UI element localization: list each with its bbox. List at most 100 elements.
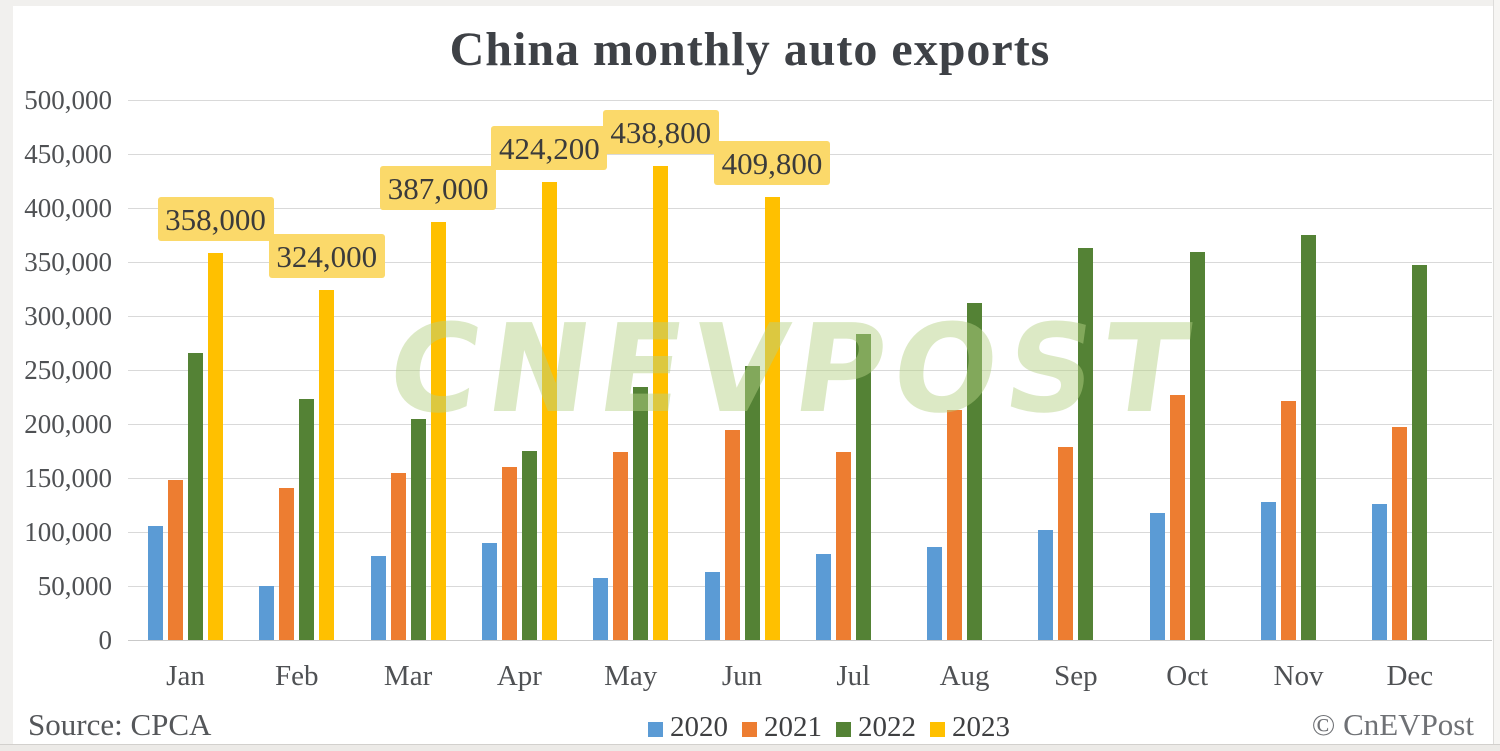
y-axis-tick-label: 150,000 bbox=[24, 463, 112, 493]
legend-item-label: 2021 bbox=[764, 711, 822, 743]
bar-2023-jun bbox=[764, 197, 780, 640]
x-axis-label-sep: Sep bbox=[1054, 660, 1098, 692]
bar-2021-jun bbox=[724, 430, 740, 640]
gridline bbox=[128, 424, 1492, 425]
bar-2023-mar bbox=[430, 222, 446, 640]
y-axis-tick-label: 250,000 bbox=[24, 355, 112, 385]
x-axis-label-nov: Nov bbox=[1273, 660, 1324, 692]
gridline bbox=[128, 262, 1492, 263]
legend-item-2021: 2021 bbox=[742, 711, 822, 744]
bar-2021-feb bbox=[279, 488, 295, 640]
bar-2021-aug bbox=[947, 410, 963, 640]
data-label-2023-mar: 387,000 bbox=[380, 166, 497, 210]
bar-2022-jan bbox=[188, 353, 203, 640]
bar-2020-jul bbox=[815, 554, 831, 640]
bar-2022-jul bbox=[855, 334, 871, 640]
legend-swatch-2020 bbox=[648, 721, 663, 737]
bar-2020-apr bbox=[481, 543, 497, 640]
bar-2021-may bbox=[613, 452, 629, 640]
legend-item-label: 2022 bbox=[858, 711, 916, 743]
bar-2020-feb bbox=[259, 586, 275, 640]
gridline bbox=[128, 208, 1492, 209]
y-axis-tick-label: 100,000 bbox=[24, 517, 112, 547]
bar-2022-dec bbox=[1412, 265, 1428, 640]
bar-2022-feb bbox=[299, 399, 315, 640]
bar-2021-jan bbox=[168, 480, 183, 640]
x-axis-label-jun: Jun bbox=[721, 660, 763, 692]
chart-title: China monthly auto exports bbox=[449, 23, 1051, 76]
bar-2023-may bbox=[653, 166, 669, 640]
bar-2023-apr bbox=[541, 182, 557, 640]
legend-item-label: 2020 bbox=[670, 711, 728, 743]
bar-2020-jun bbox=[704, 572, 720, 640]
y-axis-tick-label: 450,000 bbox=[24, 139, 112, 169]
legend: 2020 2021 2022 2023 bbox=[648, 711, 1010, 744]
bar-2021-sep bbox=[1058, 447, 1074, 640]
x-axis-label-mar: Mar bbox=[383, 660, 433, 692]
page-edge-bottom bbox=[0, 744, 1500, 751]
y-axis-tick-label: 350,000 bbox=[24, 247, 112, 277]
x-axis-label-apr: Apr bbox=[496, 660, 542, 692]
bar-2021-oct bbox=[1169, 395, 1185, 640]
bar-2020-sep bbox=[1038, 530, 1054, 640]
watermark: CNEVPOST bbox=[380, 298, 1206, 440]
gridline bbox=[128, 316, 1492, 317]
legend-swatch-2021 bbox=[742, 721, 757, 737]
page-edge-right bbox=[1493, 0, 1500, 751]
bar-2023-jan bbox=[208, 253, 223, 640]
bar-2020-dec bbox=[1372, 504, 1388, 640]
x-axis-label-oct: Oct bbox=[1166, 660, 1209, 692]
legend-swatch-2023 bbox=[930, 721, 945, 737]
gridline bbox=[128, 478, 1492, 479]
bar-2023-feb bbox=[319, 290, 335, 640]
y-axis-tick-label: 500,000 bbox=[24, 85, 112, 115]
y-axis-tick-label: 0 bbox=[98, 625, 113, 655]
y-axis-tick-label: 400,000 bbox=[24, 193, 112, 223]
bar-2022-nov bbox=[1301, 235, 1316, 640]
bar-2021-nov bbox=[1281, 401, 1296, 640]
y-axis-tick-label: 200,000 bbox=[24, 409, 112, 439]
bar-2022-oct bbox=[1189, 252, 1205, 640]
bar-2021-mar bbox=[390, 473, 406, 640]
source-label: Source: CPCA bbox=[28, 707, 212, 742]
x-axis-label-may: May bbox=[604, 660, 658, 692]
gridline bbox=[128, 100, 1492, 101]
data-label-2023-jan: 358,000 bbox=[157, 197, 274, 241]
y-axis-tick-label: 300,000 bbox=[24, 301, 112, 331]
x-axis-label-jul: Jul bbox=[836, 660, 871, 692]
bar-2021-dec bbox=[1392, 427, 1408, 640]
y-axis-tick-label: 50,000 bbox=[37, 571, 112, 601]
legend-swatch-2022 bbox=[836, 721, 851, 737]
bar-2022-aug bbox=[967, 303, 983, 640]
bar-2020-oct bbox=[1149, 513, 1165, 640]
bar-2020-jan bbox=[148, 526, 163, 640]
bar-2020-aug bbox=[927, 547, 943, 640]
page-edge-top bbox=[0, 0, 1500, 6]
bar-2022-may bbox=[633, 387, 649, 640]
x-axis-label-aug: Aug bbox=[939, 660, 990, 692]
data-label-2023-apr: 424,200 bbox=[491, 126, 608, 170]
bar-2022-apr bbox=[521, 451, 537, 640]
gridline bbox=[128, 586, 1492, 587]
bar-2022-jun bbox=[744, 366, 760, 640]
bar-2020-mar bbox=[370, 556, 386, 640]
data-label-2023-jun: 409,800 bbox=[714, 141, 830, 185]
bar-2020-nov bbox=[1261, 502, 1276, 640]
bar-2020-may bbox=[593, 578, 609, 640]
legend-item-2023: 2023 bbox=[930, 711, 1010, 744]
legend-item-label: 2023 bbox=[952, 711, 1010, 743]
x-axis-label-dec: Dec bbox=[1386, 660, 1434, 692]
bar-2021-jul bbox=[835, 452, 851, 640]
bar-2022-mar bbox=[410, 419, 426, 640]
bar-2022-sep bbox=[1078, 248, 1094, 640]
page-edge-left bbox=[0, 0, 13, 751]
data-label-2023-may: 438,800 bbox=[602, 110, 719, 154]
gridline bbox=[128, 532, 1492, 533]
copyright-label: © CnEVPost bbox=[1311, 707, 1474, 742]
data-label-2023-feb: 324,000 bbox=[268, 234, 385, 278]
gridline bbox=[128, 640, 1492, 641]
x-axis-label-jan: Jan bbox=[166, 660, 205, 692]
x-axis-label-feb: Feb bbox=[275, 660, 319, 692]
legend-item-2020: 2020 bbox=[648, 711, 728, 744]
